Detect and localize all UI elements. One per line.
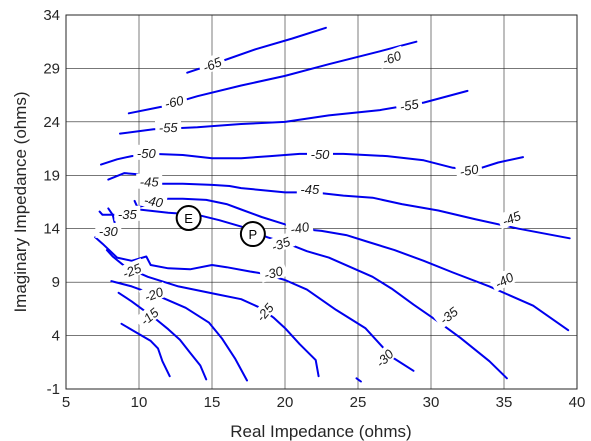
contour-label: -60 (376, 45, 407, 69)
contour-label: -50 (307, 145, 333, 162)
contour-label-bg (250, 296, 279, 327)
contour-label-text: -60 (380, 48, 404, 69)
y-tick-label: 24 (43, 114, 60, 131)
contour-label: -45 (296, 181, 323, 197)
contour-label: -55 (394, 94, 424, 114)
contour-label-text: -50 (459, 161, 481, 179)
contour-label-bg (454, 159, 484, 180)
y-tick-label: 34 (43, 7, 60, 24)
x-tick-label: 15 (204, 394, 221, 411)
contour-line (355, 377, 362, 383)
contour-label-bg (133, 144, 160, 160)
contour-line (110, 280, 248, 382)
contour-label-text: -60 (163, 93, 185, 112)
y-tick-label: 9 (52, 274, 60, 291)
x-tick-label: 5 (62, 394, 70, 411)
contour-label-text: -40 (289, 219, 311, 237)
contour-label-text: -55 (399, 96, 421, 114)
x-tick-label: 20 (277, 394, 294, 411)
contour-label-bg (196, 51, 227, 76)
contour-label-bg (95, 222, 122, 238)
contour-label-text: -40 (143, 192, 165, 210)
plot-frame (65, 14, 578, 390)
y-tick-label: -1 (47, 381, 60, 398)
markers: EP (175, 205, 266, 248)
contour-label-bg (307, 145, 333, 161)
contour-label: -45 (136, 173, 163, 190)
contour-label: -25 (116, 258, 147, 282)
contour-label-bg (159, 91, 189, 112)
contour-label-bg (296, 181, 323, 197)
contour-label-text: -35 (118, 207, 138, 222)
contour-label: -40 (139, 190, 168, 211)
contour-label-bg (496, 205, 526, 230)
contour-label-bg (138, 281, 169, 305)
contour-label: -50 (454, 159, 484, 180)
contour-label: -50 (133, 144, 160, 161)
contour-label-bg (136, 173, 163, 189)
y-tick-labels: -1 4 9 14 19 24 29 34 (43, 7, 60, 398)
y-tick-label: 14 (43, 221, 60, 238)
contour-label-text: -50 (137, 146, 157, 161)
contour-label: -55 (154, 118, 182, 136)
contour-line (117, 291, 208, 381)
contour-label-bg (376, 45, 407, 69)
x-tick-label: 25 (350, 394, 367, 411)
x-tick-label: 10 (131, 394, 148, 411)
contour-label-bg (369, 343, 399, 373)
contour-label-bg (154, 118, 182, 135)
contour-label-bg (265, 231, 296, 255)
contour-label-bg (134, 301, 164, 331)
y-axis-label: Imaginary Impedance (ohms) (11, 91, 30, 312)
contour-label-bg (433, 300, 464, 329)
contour-label: -35 (114, 205, 141, 222)
contour-label: -65 (196, 51, 227, 76)
contour-label-text: -30 (99, 224, 119, 239)
marker-circle (175, 205, 202, 232)
x-tick-label: 30 (423, 394, 440, 411)
contour-line (120, 322, 171, 378)
contour-label-text: -55 (159, 120, 179, 136)
contour-label: -20 (138, 281, 169, 305)
x-tick-label: 35 (496, 394, 513, 411)
contour-label-bg (258, 261, 288, 283)
contour-label-text: -25 (120, 260, 144, 281)
contour-label-bg (488, 266, 519, 293)
contour-label-text: -65 (201, 54, 225, 75)
contour-label-bg (394, 94, 424, 114)
y-tick-label: 4 (52, 328, 60, 345)
contour-label: -60 (159, 91, 189, 112)
contour-label-text: -45 (300, 182, 320, 197)
contour-label-text: -30 (262, 263, 285, 283)
y-tick-label: 29 (43, 60, 60, 77)
contour-label-text: -45 (140, 175, 160, 190)
x-tick-labels: 5 10 15 20 25 30 35 40 (62, 394, 586, 411)
contour-label-text: -50 (311, 147, 331, 162)
y-tick-label: 19 (43, 167, 60, 184)
contour-label: -30 (95, 222, 122, 239)
contour-label: -40 (285, 217, 314, 237)
contour-label-bg (116, 258, 147, 282)
contour-label: -30 (258, 261, 288, 283)
contour-label-bg (139, 190, 168, 211)
contour-label-text: -20 (142, 284, 166, 305)
contour-label-bg (285, 217, 314, 237)
contour-label: -45 (496, 205, 526, 230)
marker-label: E (184, 211, 193, 226)
contour-label-bg (114, 205, 141, 221)
contour-label: -35 (265, 231, 296, 255)
x-axis-label: Real Impedance (ohms) (230, 422, 411, 441)
x-tick-label: 40 (569, 394, 586, 411)
marker-label: P (249, 227, 258, 242)
marker-circle (239, 221, 266, 248)
contour-label-text: -35 (269, 234, 293, 255)
contour-label-text: -45 (500, 208, 524, 229)
